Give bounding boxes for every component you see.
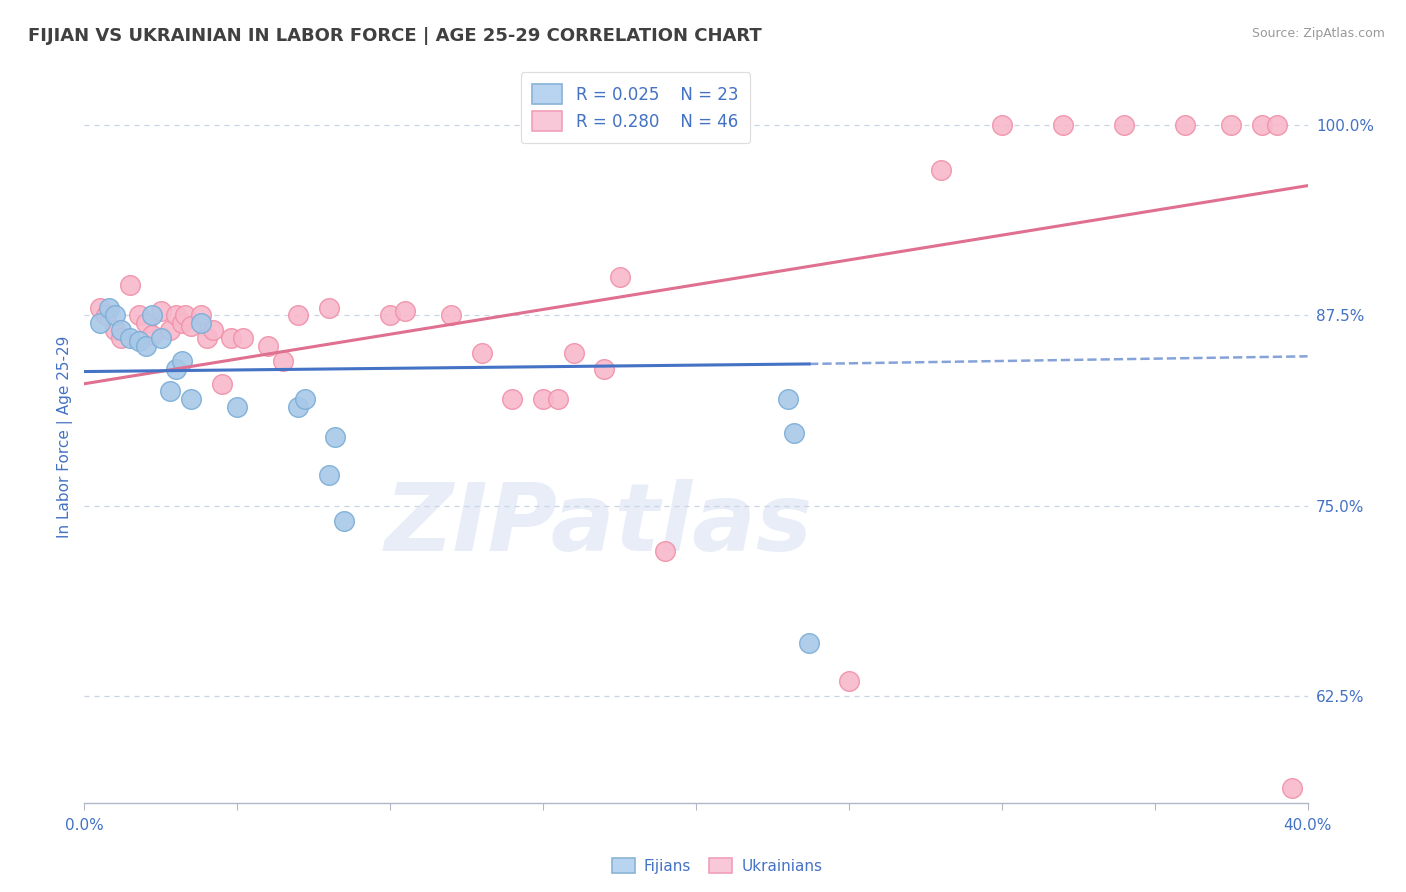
- Point: [159, 323, 181, 337]
- Point: [333, 514, 356, 528]
- Point: [128, 308, 150, 322]
- Point: [219, 331, 242, 345]
- Point: [1265, 118, 1288, 132]
- Point: [531, 392, 554, 406]
- Text: FIJIAN VS UKRAINIAN IN LABOR FORCE | AGE 25-29 CORRELATION CHART: FIJIAN VS UKRAINIAN IN LABOR FORCE | AGE…: [28, 27, 762, 45]
- Point: [776, 392, 799, 406]
- Point: [104, 323, 127, 337]
- Point: [180, 392, 202, 406]
- Point: [783, 425, 806, 440]
- Point: [159, 384, 181, 399]
- Point: [232, 331, 254, 345]
- Point: [929, 163, 952, 178]
- Point: [547, 392, 569, 406]
- Point: [1291, 808, 1313, 822]
- Y-axis label: In Labor Force | Age 25-29: In Labor Force | Age 25-29: [58, 336, 73, 538]
- Point: [380, 308, 402, 322]
- Point: [135, 338, 157, 352]
- Point: [195, 331, 218, 345]
- Point: [89, 301, 111, 315]
- Point: [1220, 118, 1243, 132]
- Legend: R = 0.025    N = 23, R = 0.280    N = 46: R = 0.025 N = 23, R = 0.280 N = 46: [520, 72, 749, 143]
- Point: [110, 323, 132, 337]
- Point: [271, 354, 294, 368]
- Point: [471, 346, 494, 360]
- Point: [165, 361, 187, 376]
- Point: [294, 392, 316, 406]
- Point: [135, 316, 157, 330]
- Point: [110, 331, 132, 345]
- Point: [1281, 780, 1303, 795]
- Point: [838, 673, 860, 688]
- Text: ZIPatlas: ZIPatlas: [384, 479, 813, 571]
- Point: [440, 308, 463, 322]
- Point: [287, 400, 309, 414]
- Point: [172, 354, 194, 368]
- Point: [149, 331, 172, 345]
- Point: [120, 331, 142, 345]
- Point: [318, 468, 340, 483]
- Point: [97, 301, 120, 315]
- Point: [287, 308, 309, 322]
- Point: [190, 316, 212, 330]
- Point: [141, 308, 163, 322]
- Point: [201, 323, 224, 337]
- Point: [141, 328, 163, 343]
- Point: [104, 308, 127, 322]
- Point: [562, 346, 585, 360]
- Text: Source: ZipAtlas.com: Source: ZipAtlas.com: [1251, 27, 1385, 40]
- Point: [174, 308, 197, 322]
- Point: [226, 400, 249, 414]
- Point: [609, 270, 631, 285]
- Point: [394, 303, 416, 318]
- Point: [172, 316, 194, 330]
- Point: [1114, 118, 1136, 132]
- Point: [797, 636, 820, 650]
- Legend: Fijians, Ukrainians: Fijians, Ukrainians: [606, 852, 828, 880]
- Point: [318, 301, 340, 315]
- Point: [211, 376, 233, 391]
- Point: [654, 544, 676, 558]
- Point: [89, 316, 111, 330]
- Point: [502, 392, 524, 406]
- Point: [593, 361, 616, 376]
- Point: [180, 318, 202, 333]
- Point: [1174, 118, 1197, 132]
- Point: [991, 118, 1014, 132]
- Point: [190, 308, 212, 322]
- Point: [149, 303, 172, 318]
- Point: [94, 308, 117, 322]
- Point: [1052, 118, 1074, 132]
- Point: [120, 277, 142, 292]
- Point: [257, 338, 280, 352]
- Point: [1250, 118, 1272, 132]
- Point: [323, 430, 346, 444]
- Point: [128, 334, 150, 348]
- Point: [165, 308, 187, 322]
